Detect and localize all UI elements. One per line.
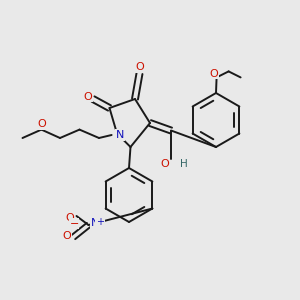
Text: N: N bbox=[116, 130, 124, 140]
Text: N: N bbox=[91, 218, 99, 229]
Text: +: + bbox=[96, 217, 104, 227]
Text: O: O bbox=[83, 92, 92, 102]
Text: O: O bbox=[62, 231, 71, 242]
Text: H: H bbox=[180, 159, 188, 170]
Text: O: O bbox=[160, 159, 169, 170]
Text: −: − bbox=[69, 218, 79, 229]
Text: O: O bbox=[210, 69, 219, 79]
Text: O: O bbox=[65, 213, 74, 224]
Text: O: O bbox=[37, 119, 46, 129]
Text: O: O bbox=[135, 62, 144, 73]
